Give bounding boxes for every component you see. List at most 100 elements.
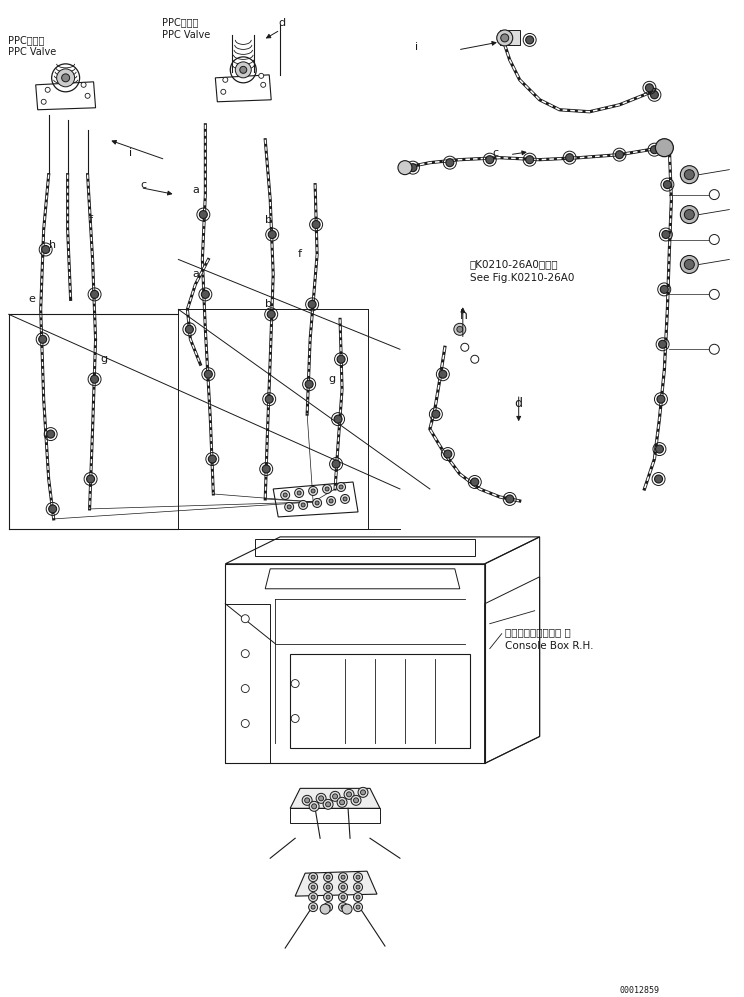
Circle shape	[526, 36, 533, 44]
Circle shape	[680, 205, 699, 223]
Text: 第K0210-26A0図参照: 第K0210-26A0図参照	[469, 259, 559, 269]
Circle shape	[298, 500, 307, 509]
Polygon shape	[500, 30, 520, 45]
Circle shape	[48, 504, 57, 512]
Circle shape	[339, 872, 347, 881]
Circle shape	[323, 485, 332, 494]
Circle shape	[41, 100, 46, 105]
Circle shape	[657, 395, 665, 403]
Circle shape	[334, 415, 342, 423]
Circle shape	[320, 904, 330, 914]
Circle shape	[353, 902, 362, 911]
Text: コンソールボックス 右: コンソールボックス 右	[504, 627, 571, 637]
Circle shape	[311, 489, 315, 493]
Polygon shape	[290, 789, 380, 809]
Circle shape	[432, 410, 440, 418]
Circle shape	[326, 895, 330, 899]
Circle shape	[302, 796, 312, 806]
Circle shape	[312, 804, 317, 809]
Circle shape	[353, 798, 359, 803]
Circle shape	[305, 380, 313, 388]
Circle shape	[323, 800, 333, 810]
Circle shape	[457, 326, 463, 332]
Circle shape	[471, 478, 479, 486]
Circle shape	[336, 483, 345, 492]
Text: PPC Valve: PPC Valve	[162, 30, 211, 40]
Circle shape	[269, 230, 276, 238]
Circle shape	[650, 91, 658, 99]
Circle shape	[283, 493, 287, 497]
Circle shape	[341, 895, 345, 899]
Text: f: f	[89, 214, 92, 224]
Circle shape	[47, 430, 54, 438]
Circle shape	[356, 905, 360, 909]
Text: PPCバルブ: PPCバルブ	[162, 17, 199, 27]
Circle shape	[333, 794, 338, 799]
Circle shape	[291, 715, 299, 723]
Circle shape	[339, 892, 347, 901]
Circle shape	[439, 370, 447, 378]
Circle shape	[260, 83, 266, 88]
Text: PPCバルブ: PPCバルブ	[7, 35, 44, 45]
Circle shape	[709, 234, 719, 244]
Circle shape	[311, 905, 315, 909]
Text: b: b	[265, 214, 272, 224]
Circle shape	[655, 139, 673, 157]
Circle shape	[343, 497, 347, 500]
Circle shape	[327, 497, 336, 505]
Circle shape	[461, 343, 469, 351]
Circle shape	[318, 796, 324, 801]
Circle shape	[344, 790, 354, 800]
Circle shape	[259, 74, 263, 79]
Text: d: d	[515, 397, 523, 410]
Circle shape	[301, 502, 305, 506]
Circle shape	[221, 90, 226, 95]
Circle shape	[326, 885, 330, 889]
Circle shape	[304, 798, 310, 803]
Circle shape	[356, 885, 360, 889]
Circle shape	[684, 259, 694, 269]
Circle shape	[341, 495, 350, 503]
Text: h: h	[460, 309, 468, 322]
Circle shape	[471, 355, 479, 363]
Circle shape	[311, 885, 315, 889]
Circle shape	[311, 875, 315, 879]
Circle shape	[709, 289, 719, 299]
Circle shape	[356, 875, 360, 879]
Circle shape	[285, 502, 294, 511]
Circle shape	[312, 220, 320, 228]
Circle shape	[501, 34, 509, 42]
Circle shape	[342, 904, 352, 914]
Circle shape	[308, 300, 316, 308]
Text: a: a	[193, 184, 199, 194]
Circle shape	[291, 680, 299, 688]
Circle shape	[709, 344, 719, 354]
Circle shape	[324, 872, 333, 881]
Text: c: c	[493, 148, 499, 158]
Text: i: i	[415, 42, 418, 52]
Circle shape	[339, 902, 347, 911]
Circle shape	[446, 159, 454, 166]
Circle shape	[295, 489, 304, 498]
Circle shape	[684, 169, 694, 179]
Circle shape	[353, 882, 362, 891]
Circle shape	[265, 395, 273, 403]
Circle shape	[337, 798, 347, 808]
Circle shape	[42, 245, 50, 253]
Circle shape	[615, 151, 623, 159]
Circle shape	[351, 796, 361, 806]
Circle shape	[309, 487, 318, 496]
Circle shape	[222, 78, 228, 83]
Circle shape	[337, 355, 345, 363]
Circle shape	[339, 485, 343, 489]
Circle shape	[262, 465, 270, 473]
Circle shape	[199, 210, 208, 218]
Circle shape	[91, 290, 98, 298]
Circle shape	[297, 491, 301, 495]
Circle shape	[332, 460, 340, 468]
Circle shape	[324, 882, 333, 891]
Circle shape	[326, 875, 330, 879]
Circle shape	[311, 895, 315, 899]
Circle shape	[361, 790, 365, 795]
Circle shape	[309, 882, 318, 891]
